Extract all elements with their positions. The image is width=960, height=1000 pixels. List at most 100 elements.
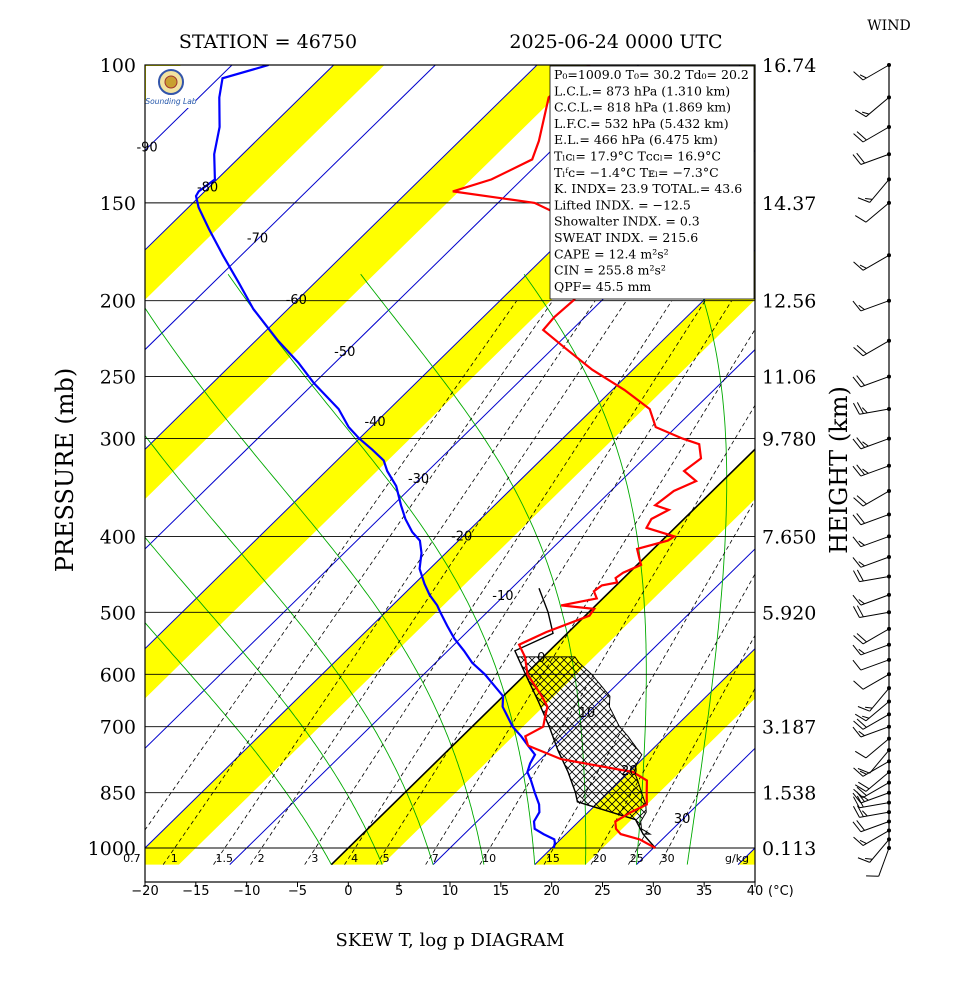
wind-barb-staff [860, 153, 890, 165]
wind-barb-feather [852, 821, 862, 833]
wind-barb-staff [862, 490, 890, 507]
temperature-unit-label: (°C) [768, 884, 794, 899]
wind-barb [857, 686, 891, 712]
wind-barb [853, 759, 891, 777]
index-line: SWEAT INDX. = 215.6 [554, 230, 698, 245]
temperature-tick-label: 30 [645, 884, 662, 899]
wind-barb-staff [862, 830, 890, 846]
isotherm-line [941, 65, 960, 865]
wind-barb-feather [852, 792, 862, 804]
wind-barb-staff [859, 811, 890, 818]
zero-isotherm-line [330, 448, 755, 866]
pressure-tick-label: 850 [100, 783, 136, 805]
datetime-label: 2025-06-24 0000 UTC [509, 31, 722, 53]
wind-barb [853, 253, 891, 271]
index-line: Lifted INDX. = −12.5 [554, 197, 691, 212]
wind-barb-feather [856, 402, 864, 414]
temperature-tick-label: 20 [543, 884, 560, 899]
wind-barb-feather [853, 497, 864, 507]
mixing-ratio-label: 1.5 [216, 852, 234, 865]
isotherm-label: -90 [136, 140, 157, 155]
wind-barb-feather [862, 441, 869, 447]
dewpoint-profile [194, 65, 557, 849]
wind-barb-feather [857, 197, 870, 203]
wind-barb-feather [865, 198, 873, 200]
height-tick-label: 14.37 [762, 193, 816, 215]
temperature-band [145, 249, 755, 865]
wind-barb-feather [856, 495, 867, 505]
wind-barb-staff [862, 340, 890, 357]
wind-barb [852, 463, 891, 477]
wind-barb-staff [860, 556, 890, 568]
wind-barb-feather [852, 806, 860, 818]
isotherm-line [534, 647, 755, 865]
wind-barb-staff [865, 97, 890, 118]
height-tick-label: 7.650 [762, 526, 816, 548]
height-tick-label: 1.538 [762, 783, 816, 805]
wind-barb-staff [862, 673, 890, 690]
wind-barb [866, 846, 891, 877]
wind-barb-staff [862, 126, 890, 143]
pressure-axis: 1000 850 700 600 500 400 300 250 200 150 100 [88, 55, 136, 860]
isotherm-label: -80 [197, 181, 218, 196]
wind-barb-feather [856, 437, 865, 448]
dewpoint-line [194, 65, 557, 849]
wind-barb [857, 748, 891, 774]
isotherm-labels: -90 -80 -70 -60 -50 -40 -30 -20 -10 0 10 20 30 [136, 140, 690, 827]
moist-adiabat [145, 307, 485, 865]
mixing-ratio-line [145, 300, 518, 831]
wind-barb [852, 374, 891, 388]
index-line: QPF= 45.5 mm [554, 279, 651, 294]
pressure-tick-label: 500 [100, 602, 136, 624]
isotherm-label: -30 [408, 472, 429, 487]
wind-barb-feather [856, 820, 865, 831]
mixing-ratio-label: 10 [482, 852, 496, 865]
wind-barb-feather [854, 750, 867, 759]
pressure-tick-label: 600 [100, 664, 136, 686]
wind-barb-staff [878, 847, 890, 877]
wind-barb [852, 657, 891, 671]
wind-barb-staff [860, 376, 890, 388]
wind-barb-feather [861, 407, 868, 414]
temperature-tick-label: 0 [344, 884, 352, 899]
wind-barb-staff [869, 839, 890, 863]
mixing-ratio-line [304, 300, 673, 865]
height-axis: 0.113 1.538 3.187 5.920 7.650 9.780 11.06 12.56… [762, 55, 816, 860]
wind-barb [854, 200, 891, 223]
wind-barb-feather [852, 570, 860, 582]
wind-barb-feather [854, 784, 867, 792]
station-label: STATION = 46750 [179, 31, 357, 53]
temperature-tick-label: −10 [233, 884, 260, 899]
wind-barb [853, 338, 891, 357]
index-line: P₀=1009.0 T₀= 30.2 Td₀= 20.2 [554, 67, 749, 82]
mixing-ratio-label: 4 [351, 852, 358, 865]
mixing-ratio-label: 2 [258, 852, 265, 865]
wind-barb [852, 605, 891, 618]
wind-barb-feather [853, 635, 864, 645]
wind-barb-feather [852, 402, 860, 415]
mixing-ratio-line [213, 300, 596, 865]
wind-barb [852, 569, 891, 583]
wind-barb-feather [854, 109, 867, 118]
wind-barb-feather [856, 633, 867, 643]
wind-barb-feather [853, 836, 864, 846]
moist-adiabat [227, 273, 536, 865]
isotherm-line [145, 65, 436, 351]
indices-list: P₀=1009.0 T₀= 30.2 Td₀= 20.2L.C.L.= 873 … [554, 67, 749, 294]
wind-barb-feather [858, 781, 870, 790]
wind-barb-feather [856, 805, 864, 817]
isotherm-label: 10 [579, 706, 596, 721]
wind-barb-feather [853, 680, 864, 690]
mixing-ratio-line [590, 573, 755, 865]
height-tick-label: 12.56 [762, 291, 816, 313]
wind-barb-staff [860, 535, 890, 548]
height-tick-label: 16.74 [762, 55, 816, 77]
wind-barb-feather [861, 810, 868, 817]
wind-barb-feather [852, 465, 862, 477]
pressure-tick-label: 200 [100, 291, 136, 313]
wind-barb-feather [852, 300, 862, 312]
wind-barb-feather [856, 464, 865, 476]
isotherm-label: -60 [286, 293, 307, 308]
wind-barb-feather [853, 71, 864, 81]
